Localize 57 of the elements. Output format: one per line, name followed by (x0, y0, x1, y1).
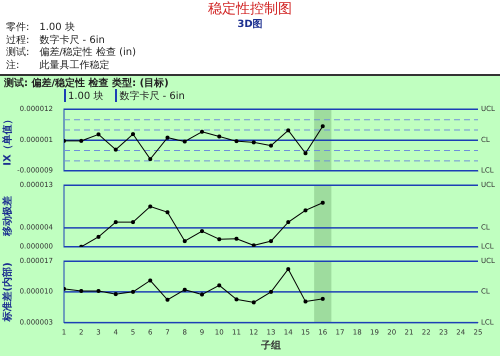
point (182, 239, 187, 244)
text: 注: 此量具工作稳定 (6, 60, 110, 72)
point (269, 144, 273, 148)
point (96, 132, 100, 136)
point (286, 220, 290, 224)
point (79, 138, 84, 143)
point (217, 283, 222, 288)
point (182, 139, 187, 144)
y-axis-title: IX（单值） (2, 114, 14, 166)
point (320, 124, 325, 128)
point (182, 288, 187, 292)
y-axis-title: 标准差(内部) (2, 262, 14, 322)
point (252, 243, 256, 247)
point (79, 289, 84, 294)
point (269, 239, 273, 244)
chart-title: 稳定性控制图 (207, 0, 293, 18)
point (131, 132, 135, 136)
text: 过程: 数字卡尺 - 6in (6, 34, 106, 46)
point (96, 289, 100, 294)
point (252, 140, 256, 144)
point (96, 234, 100, 239)
text: 零件: 1.00 块 (6, 22, 76, 34)
point (148, 157, 152, 162)
point (131, 220, 135, 224)
point (252, 300, 256, 304)
text: 测试: 偏差/稳定性 检查 (in) (6, 47, 136, 60)
point (131, 290, 135, 294)
point (269, 290, 273, 294)
y-axis-title: 移动极差 (2, 196, 14, 237)
point (200, 292, 204, 297)
point (200, 130, 204, 134)
point (166, 210, 170, 214)
x-axis-title: 子组 (260, 340, 281, 352)
point (234, 236, 238, 241)
point (217, 237, 222, 242)
point (286, 267, 290, 272)
point (148, 204, 152, 209)
point (304, 300, 308, 304)
point (320, 200, 325, 205)
point (217, 134, 222, 138)
point (286, 128, 290, 132)
text: 测试: 偏差/稳定性 检查 类型: (目标) (3, 76, 170, 89)
point (166, 136, 170, 140)
point (148, 278, 152, 282)
point (114, 220, 118, 224)
point (200, 229, 204, 234)
point (166, 298, 170, 302)
point (114, 148, 118, 152)
point (320, 296, 325, 301)
text: 1.00 块 (64, 89, 104, 102)
chart-subtitle: 3D图 (237, 19, 263, 30)
text: 数字卡尺 - 6in (115, 89, 185, 102)
point (304, 208, 308, 212)
point (304, 151, 308, 156)
point (234, 139, 238, 144)
point (114, 292, 118, 296)
point (234, 297, 238, 302)
